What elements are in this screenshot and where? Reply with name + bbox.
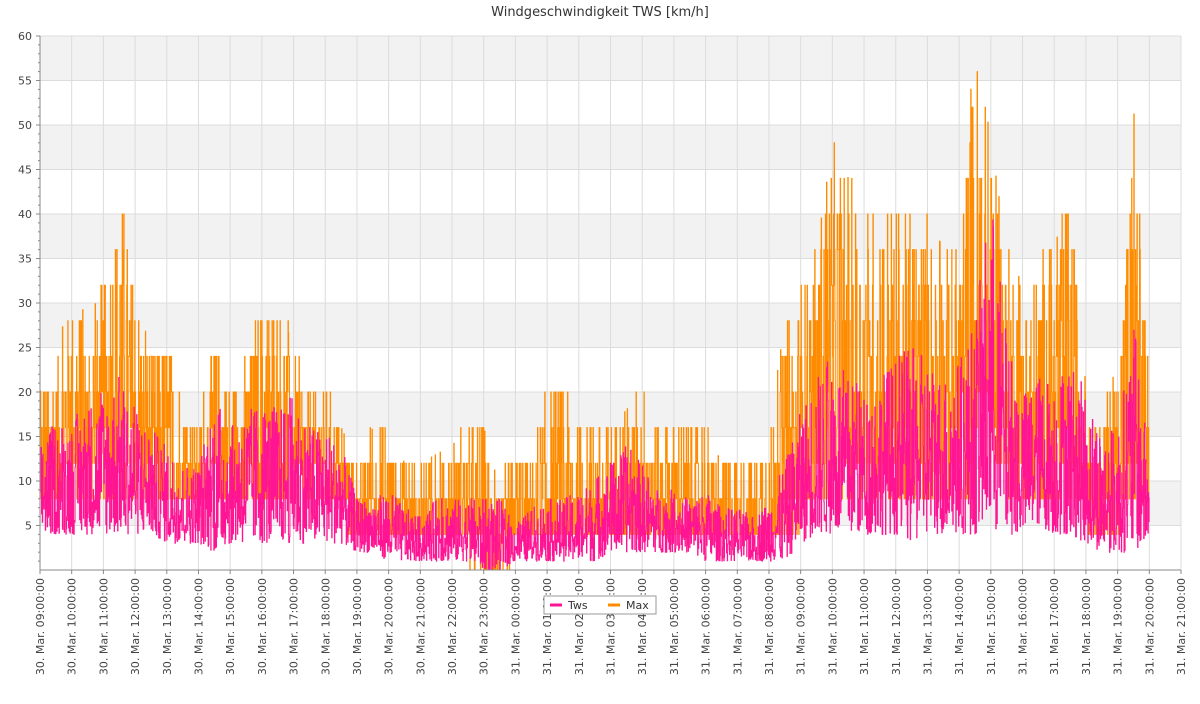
x-tick-label: 31. Mar. 15:00:00 <box>985 578 998 675</box>
x-tick-label: 31. Mar. 14:00:00 <box>953 578 966 675</box>
y-tick-label: 35 <box>18 253 32 266</box>
y-tick-label: 30 <box>18 297 32 310</box>
x-tick-label: 31. Mar. 08:00:00 <box>763 578 776 675</box>
x-tick-label: 31. Mar. 03:00:00 <box>605 578 618 675</box>
x-tick-label: 30. Mar. 09:00:00 <box>34 578 47 675</box>
x-tick-label: 31. Mar. 00:00:00 <box>509 578 522 675</box>
x-tick-label: 31. Mar. 16:00:00 <box>1017 578 1030 675</box>
x-tick-label: 30. Mar. 21:00:00 <box>414 578 427 675</box>
y-axis-ticks: 5 10 15 20 25 30 35 40 45 50 55 60 <box>18 30 40 562</box>
x-tick-label: 30. Mar. 16:00:00 <box>256 578 269 675</box>
x-tick-label: 30. Mar. 11:00:00 <box>97 578 110 675</box>
series-line-tws <box>39 219 1150 571</box>
x-axis-ticks: 30. Mar. 09:00:00 30. Mar. 10:00:00 30. Ma… <box>34 570 1188 675</box>
x-tick-label: 30. Mar. 19:00:00 <box>351 578 364 675</box>
y-tick-label: 55 <box>18 75 32 88</box>
x-tick-label: 31. Mar. 13:00:00 <box>921 578 934 675</box>
series-tws <box>39 219 1150 571</box>
y-tick-label: 20 <box>18 386 32 399</box>
legend-item-tws: Tws <box>550 599 588 612</box>
x-tick-label: 30. Mar. 20:00:00 <box>383 578 396 675</box>
x-tick-label: 31. Mar. 20:00:00 <box>1143 578 1156 675</box>
x-tick-label: 30. Mar. 12:00:00 <box>129 578 142 675</box>
x-tick-label: 30. Mar. 22:00:00 <box>446 578 459 675</box>
y-tick-label: 45 <box>18 164 32 177</box>
y-tick-label: 40 <box>18 208 32 221</box>
y-tick-label: 10 <box>18 475 32 488</box>
x-tick-label: 30. Mar. 13:00:00 <box>161 578 174 675</box>
x-tick-label: 31. Mar. 19:00:00 <box>1112 578 1125 675</box>
x-tick-label: 31. Mar. 04:00:00 <box>636 578 649 675</box>
x-tick-label: 31. Mar. 01:00:00 <box>541 578 554 675</box>
series-layer <box>39 71 1150 571</box>
x-tick-label: 30. Mar. 14:00:00 <box>192 578 205 675</box>
y-tick-label: 5 <box>25 520 32 533</box>
x-tick-label: 31. Mar. 09:00:00 <box>795 578 808 675</box>
y-tick-label: 25 <box>18 342 32 355</box>
y-tick-label: 15 <box>18 431 32 444</box>
x-tick-label: 30. Mar. 23:00:00 <box>478 578 491 675</box>
x-tick-label: 30. Mar. 15:00:00 <box>224 578 237 675</box>
x-tick-label: 31. Mar. 06:00:00 <box>700 578 713 675</box>
legend: Tws Max <box>543 595 657 615</box>
x-tick-label: 31. Mar. 11:00:00 <box>858 578 871 675</box>
x-tick-label: 30. Mar. 18:00:00 <box>319 578 332 675</box>
x-tick-label: 30. Mar. 17:00:00 <box>288 578 301 675</box>
x-tick-label: 31. Mar. 17:00:00 <box>1048 578 1061 675</box>
x-tick-label: 31. Mar. 05:00:00 <box>668 578 681 675</box>
x-tick-label: 31. Mar. 12:00:00 <box>890 578 903 675</box>
legend-box <box>543 595 657 615</box>
chart-title: Windgeschwindigkeit TWS [km/h] <box>491 5 709 20</box>
legend-label: Tws <box>567 599 588 612</box>
y-tick-label: 60 <box>18 30 32 43</box>
legend-item-max: Max <box>608 599 649 612</box>
x-tick-label: 30. Mar. 10:00:00 <box>66 578 79 675</box>
x-tick-label: 31. Mar. 21:00:00 <box>1175 578 1188 675</box>
x-tick-label: 31. Mar. 18:00:00 <box>1080 578 1093 675</box>
legend-label: Max <box>626 599 649 612</box>
x-tick-label: 31. Mar. 07:00:00 <box>731 578 744 675</box>
x-tick-label: 31. Mar. 02:00:00 <box>573 578 586 675</box>
x-tick-label: 31. Mar. 10:00:00 <box>826 578 839 675</box>
y-tick-label: 50 <box>18 119 32 132</box>
